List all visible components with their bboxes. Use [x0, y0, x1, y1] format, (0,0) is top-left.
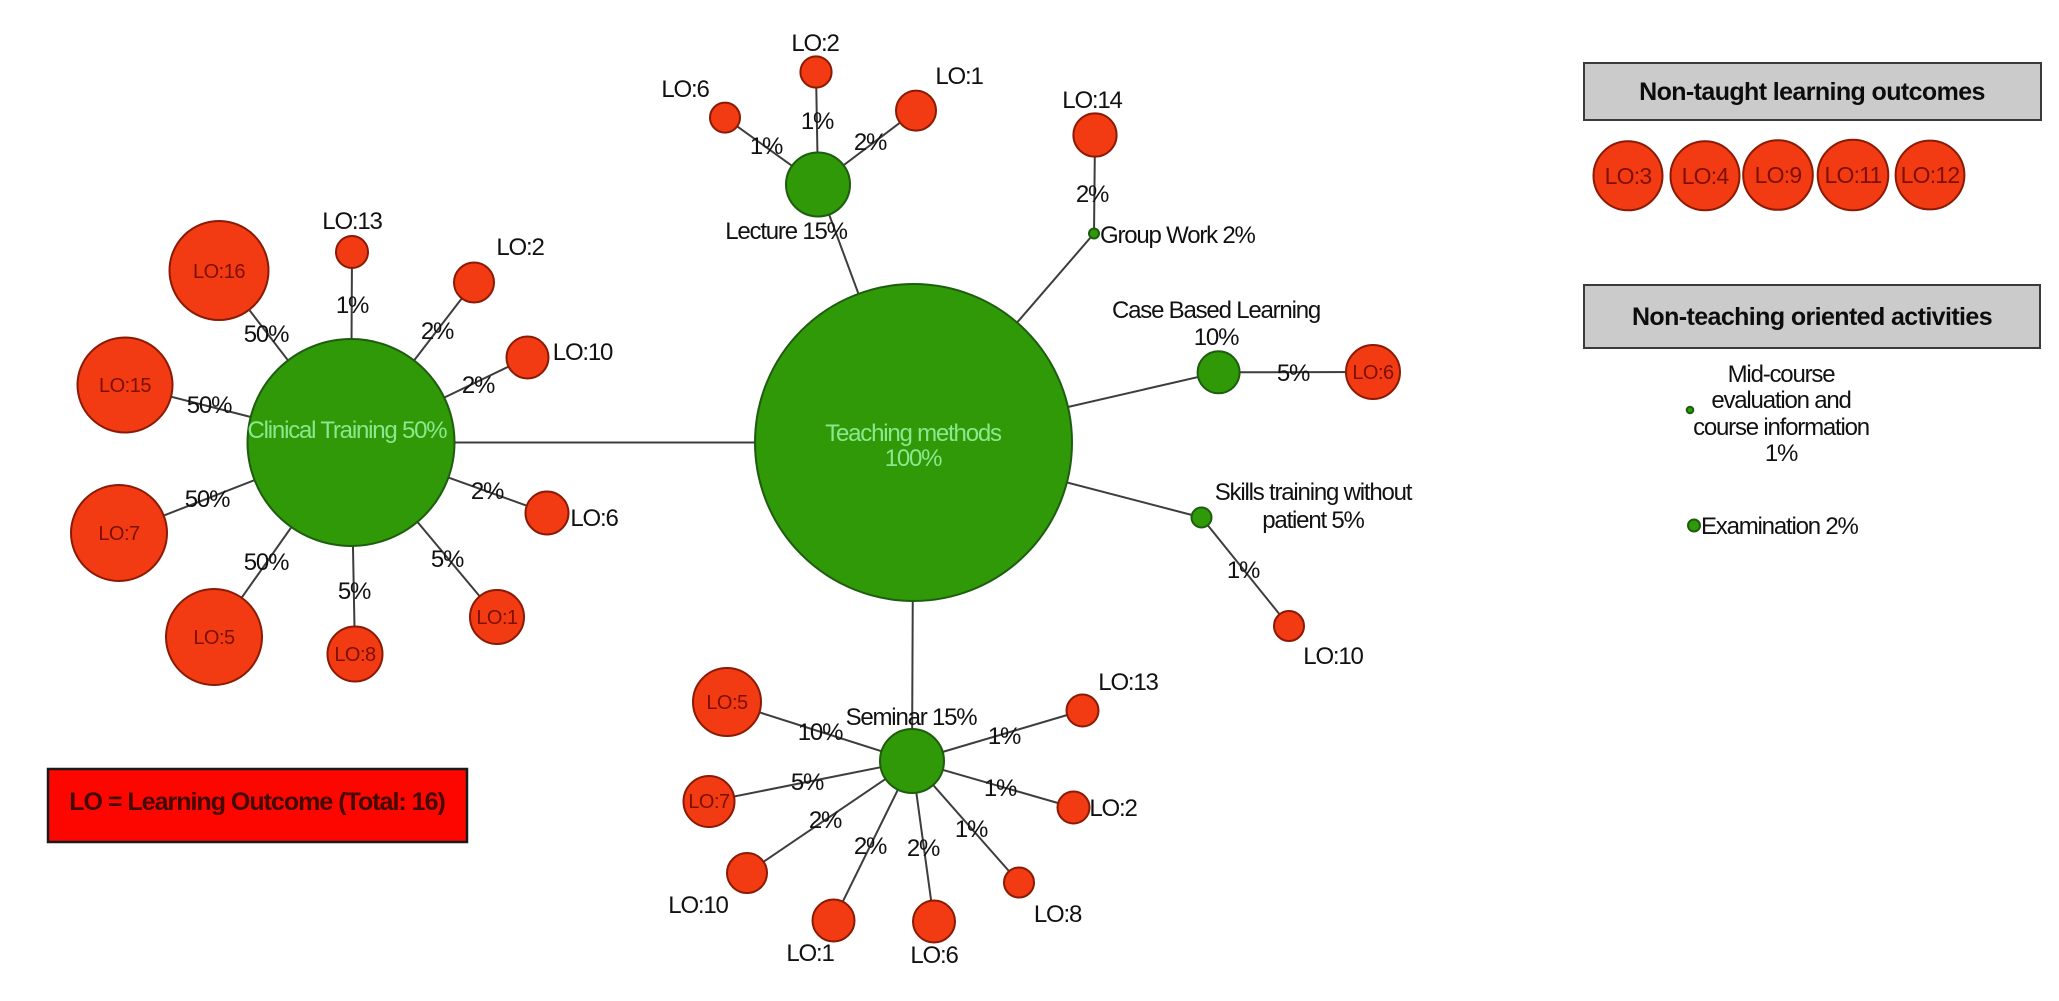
svg-text:Mid-course: Mid-course — [1728, 361, 1836, 388]
svg-text:LO:14: LO:14 — [1062, 87, 1122, 114]
svg-text:1%: 1% — [1227, 557, 1260, 584]
svg-text:LO:6: LO:6 — [910, 942, 958, 969]
svg-text:LO = Learning Outcome (Total:: LO = Learning Outcome (Total: 16) — [69, 788, 445, 816]
svg-text:2%: 2% — [854, 129, 887, 156]
svg-text:1%: 1% — [955, 816, 988, 843]
svg-text:1%: 1% — [1765, 440, 1798, 467]
svg-text:5%: 5% — [791, 769, 824, 796]
svg-text:LO:2: LO:2 — [791, 30, 839, 57]
svg-text:50%: 50% — [244, 321, 289, 348]
svg-text:1%: 1% — [750, 133, 783, 160]
svg-text:LO:13: LO:13 — [1098, 669, 1158, 696]
svg-text:Teaching methods: Teaching methods — [825, 420, 1002, 447]
svg-text:LO:8: LO:8 — [1034, 901, 1082, 928]
svg-text:LO:11: LO:11 — [1825, 162, 1882, 188]
svg-text:50%: 50% — [187, 392, 232, 419]
svg-text:Skills training without: Skills training without — [1215, 479, 1413, 506]
svg-text:100%: 100% — [885, 445, 942, 472]
svg-text:Clinical Training 50%: Clinical Training 50% — [248, 417, 448, 444]
svg-text:2%: 2% — [809, 807, 842, 834]
svg-text:Seminar 15%: Seminar 15% — [846, 704, 978, 731]
svg-text:LO:5: LO:5 — [193, 627, 235, 649]
svg-text:1%: 1% — [801, 108, 834, 135]
svg-text:LO:5: LO:5 — [706, 692, 748, 714]
svg-text:LO:7: LO:7 — [98, 523, 140, 545]
svg-text:evaluation and: evaluation and — [1711, 387, 1850, 414]
svg-text:LO:10: LO:10 — [668, 892, 728, 919]
svg-text:course information: course information — [1693, 414, 1869, 441]
svg-text:Non-taught learning outcomes: Non-taught learning outcomes — [1639, 78, 1985, 106]
svg-text:2%: 2% — [421, 318, 454, 345]
svg-text:2%: 2% — [907, 835, 940, 862]
svg-text:LO:1: LO:1 — [786, 940, 834, 967]
svg-text:LO:3: LO:3 — [1605, 163, 1652, 189]
svg-text:LO:6: LO:6 — [661, 76, 709, 103]
svg-text:2%: 2% — [471, 478, 504, 505]
svg-text:LO:8: LO:8 — [334, 644, 376, 666]
svg-text:50%: 50% — [185, 486, 230, 513]
svg-text:LO:13: LO:13 — [322, 208, 382, 235]
svg-text:LO:9: LO:9 — [1755, 162, 1802, 188]
svg-text:2%: 2% — [462, 372, 495, 399]
svg-text:2%: 2% — [1076, 181, 1109, 208]
svg-text:Group Work 2%: Group Work 2% — [1100, 222, 1256, 249]
svg-text:patient 5%: patient 5% — [1262, 507, 1364, 534]
svg-text:LO:2: LO:2 — [496, 234, 544, 261]
svg-text:1%: 1% — [984, 775, 1017, 802]
svg-text:Examination 2%: Examination 2% — [1701, 513, 1858, 540]
svg-text:1%: 1% — [336, 292, 369, 319]
svg-text:LO:15: LO:15 — [99, 375, 151, 397]
svg-text:2%: 2% — [854, 833, 887, 860]
svg-text:LO:6: LO:6 — [570, 505, 618, 532]
svg-text:Case Based Learning: Case Based Learning — [1112, 297, 1320, 324]
svg-text:50%: 50% — [244, 549, 289, 576]
svg-text:LO:7: LO:7 — [688, 791, 730, 813]
svg-text:LO:6: LO:6 — [1352, 362, 1394, 384]
svg-text:1%: 1% — [988, 723, 1021, 750]
svg-text:LO:12: LO:12 — [1901, 162, 1960, 188]
svg-text:LO:4: LO:4 — [1682, 163, 1730, 189]
svg-text:5%: 5% — [338, 578, 371, 605]
svg-text:Lecture 15%: Lecture 15% — [725, 218, 847, 245]
svg-text:5%: 5% — [431, 546, 464, 573]
svg-text:LO:2: LO:2 — [1089, 795, 1137, 822]
svg-text:10%: 10% — [798, 719, 843, 746]
svg-text:10%: 10% — [1194, 324, 1239, 351]
svg-text:LO:10: LO:10 — [553, 339, 613, 366]
svg-text:LO:16: LO:16 — [193, 261, 245, 283]
svg-text:LO:1: LO:1 — [935, 63, 983, 90]
svg-text:Non-teaching oriented activiti: Non-teaching oriented activities — [1632, 303, 1992, 331]
svg-text:LO:1: LO:1 — [476, 607, 518, 629]
svg-text:LO:10: LO:10 — [1303, 643, 1363, 670]
svg-text:5%: 5% — [1277, 360, 1310, 387]
